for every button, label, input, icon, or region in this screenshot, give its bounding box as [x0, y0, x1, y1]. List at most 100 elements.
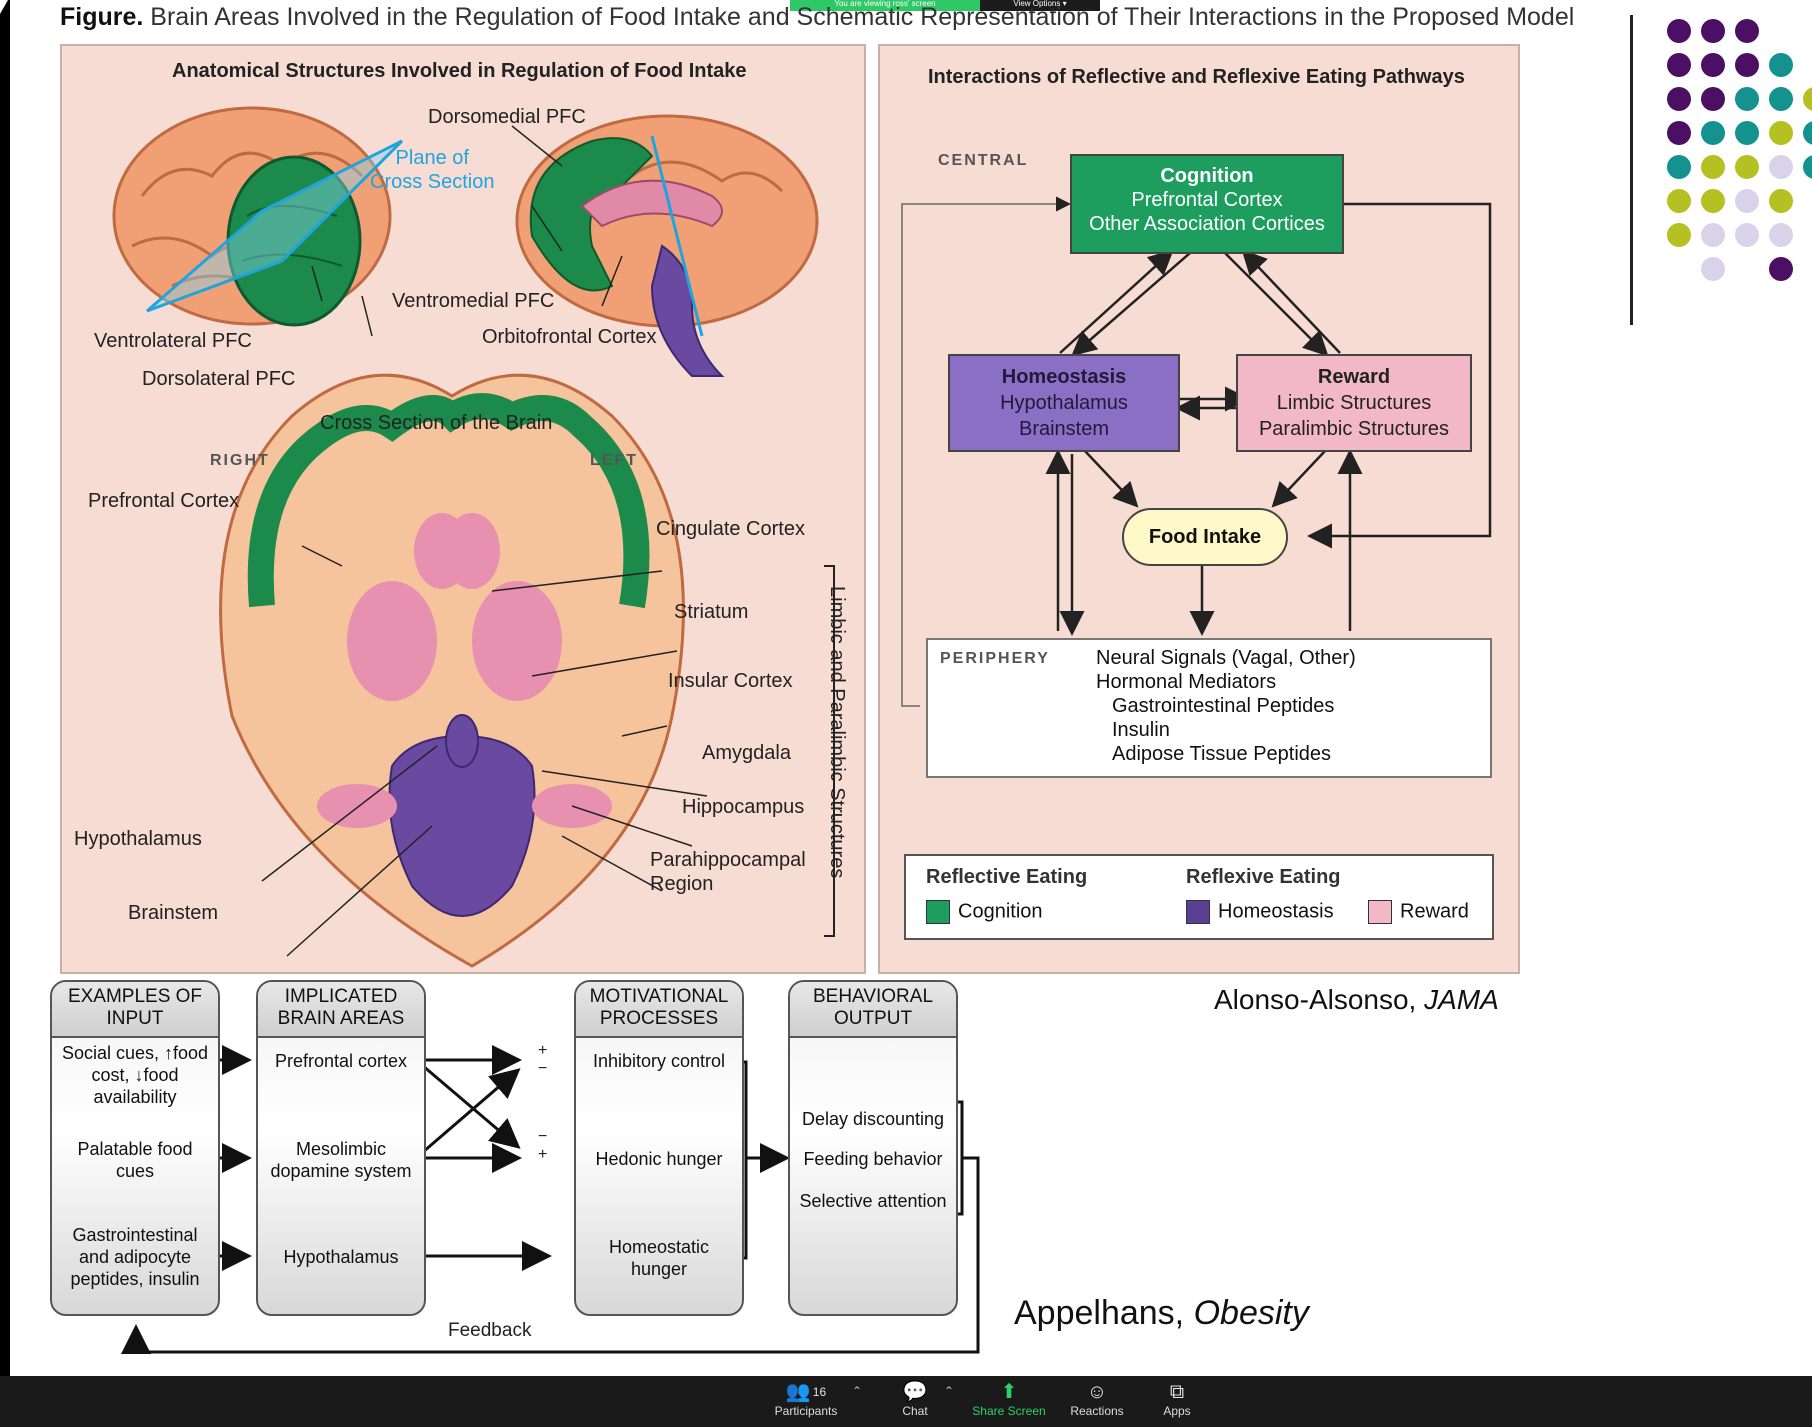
decor-dot	[1701, 189, 1725, 213]
sign-plus-1: +	[538, 1042, 548, 1059]
sign-plus-2: +	[538, 1146, 548, 1163]
decor-dot	[1769, 223, 1793, 247]
flow-header-input: EXAMPLES OF INPUT	[52, 982, 218, 1038]
flow-cell: Hypothalamus	[283, 1247, 399, 1267]
homeostasis-swatch	[1186, 900, 1210, 924]
mouse-cursor	[0, 0, 8, 14]
decor-dot	[1667, 53, 1691, 77]
decor-dot	[1769, 121, 1793, 145]
decor-dot	[1803, 87, 1812, 111]
chat-button[interactable]: 💬 Chat	[890, 1380, 940, 1418]
decor-dot	[1667, 19, 1691, 43]
flow-cell: Gastrointestinal and adipocyte peptides,…	[70, 1225, 200, 1289]
reward-box: Reward Limbic Structures Paralimbic Stru…	[1236, 354, 1472, 452]
participants-count: 16	[812, 1385, 827, 1399]
label-parahippocampal-region: Parahippocampal Region	[650, 849, 806, 895]
cognition-box: Cognition Prefrontal Cortex Other Associ…	[1070, 154, 1344, 254]
reactions-button[interactable]: ☺ Reactions	[1066, 1380, 1128, 1418]
screen-share-banner: You are viewing ross' screen View Option…	[790, 0, 1100, 11]
anatomy-panel-title: Anatomical Structures Involved in Regula…	[172, 60, 747, 82]
flow-cell: Mesolimbic dopamine system	[270, 1139, 412, 1181]
apps-button[interactable]: ⧉ Apps	[1152, 1380, 1202, 1418]
pathways-panel-title: Interactions of Reflective and Reflexive…	[928, 66, 1465, 88]
label-plane-of-cross-section: Plane of Cross Section	[370, 147, 495, 193]
flow-column-input: EXAMPLES OF INPUT Social cues, ↑food cos…	[50, 980, 220, 1316]
flow-column-behavioral: BEHAVIORAL OUTPUT Delay discounting Feed…	[788, 980, 958, 1316]
label-brainstem: Brainstem	[128, 902, 219, 924]
pathway-arrows	[901, 196, 1492, 707]
decor-dot	[1667, 87, 1691, 111]
decor-dot	[1701, 223, 1725, 247]
coronal-section-image	[219, 373, 685, 968]
viewing-indicator: You are viewing ross' screen	[790, 0, 980, 11]
participants-chevron-up-icon[interactable]: ⌃	[852, 1384, 863, 1398]
pathways-panel: Interactions of Reflective and Reflexive…	[878, 44, 1520, 974]
decor-dot	[1769, 257, 1793, 281]
citation-obesity: Appelhans, Obesity	[1014, 1294, 1309, 1332]
pathway-legend: Reflective Eating Reflexive Eating Cogni…	[904, 854, 1494, 940]
legend-reflexive-title: Reflexive Eating	[1186, 866, 1341, 888]
decor-dot	[1667, 189, 1691, 213]
label-hypothalamus: Hypothalamus	[74, 828, 202, 850]
legend-reflective-title: Reflective Eating	[926, 866, 1088, 888]
participants-button[interactable]: 👥 16 Participants	[770, 1380, 842, 1418]
meeting-toolbar: 👥 16 Participants ⌃ 💬 Chat ⌃ ⬆ Share Scre…	[0, 1376, 1812, 1427]
decor-dot	[1735, 223, 1759, 247]
decor-dot	[1735, 189, 1759, 213]
decor-dot	[1701, 87, 1725, 111]
citation-jama: Alonso-Alsonso, JAMA	[1214, 984, 1499, 1015]
flow-cell: Homeostatic hunger	[608, 1237, 710, 1279]
flow-header-behavioral: BEHAVIORAL OUTPUT	[790, 982, 956, 1038]
label-dorsomedial-pfc: Dorsomedial PFC	[428, 106, 586, 128]
share-screen-button[interactable]: ⬆ Share Screen	[966, 1380, 1052, 1418]
chat-icon: 💬	[902, 1381, 928, 1403]
flow-column-brain-areas: IMPLICATED BRAIN AREAS Prefrontal cortex…	[256, 980, 426, 1316]
periphery-signals: Neural Signals (Vagal, Other) Hormonal M…	[1096, 647, 1356, 765]
cognition-swatch	[926, 900, 950, 924]
label-central: CENTRAL	[938, 152, 1029, 169]
label-periphery: PERIPHERY	[940, 650, 1050, 667]
sign-minus-1: −	[538, 1060, 548, 1077]
label-hippocampus: Hippocampus	[682, 796, 805, 818]
decor-dot	[1769, 189, 1793, 213]
figure-title: Figure. Brain Areas Involved in the Regu…	[60, 3, 1574, 32]
flow-cell: Feeding behavior	[803, 1149, 943, 1169]
legend-cognition: Cognition	[926, 900, 1043, 924]
label-right: RIGHT	[210, 452, 270, 469]
decor-dot	[1701, 19, 1725, 43]
decor-dot	[1667, 223, 1691, 247]
participants-icon: 👥 16	[785, 1381, 827, 1403]
share-screen-icon: ⬆	[1000, 1381, 1018, 1403]
view-options-button[interactable]: View Options ▾	[980, 0, 1100, 11]
lateral-brain-image	[112, 106, 404, 327]
flow-column-motivational: MOTIVATIONAL PROCESSES Inhibitory contro…	[574, 980, 744, 1316]
decor-dot	[1735, 87, 1759, 111]
flow-cell: Palatable food cues	[77, 1139, 193, 1181]
label-amygdala: Amygdala	[702, 742, 791, 764]
flow-cell: Selective attention	[799, 1191, 947, 1211]
cross-section-title: Cross Section of the Brain	[320, 412, 553, 434]
decor-dot	[1735, 19, 1759, 43]
sagittal-brain-image	[515, 114, 819, 377]
food-intake-box: Food Intake	[1122, 508, 1288, 566]
decor-divider	[1630, 15, 1633, 325]
chat-chevron-up-icon[interactable]: ⌃	[944, 1384, 955, 1398]
decor-dot	[1769, 53, 1793, 77]
label-striatum: Striatum	[674, 601, 749, 623]
decor-dot	[1701, 53, 1725, 77]
legend-reward: Reward	[1368, 900, 1469, 924]
label-ventromedial-pfc: Ventromedial PFC	[392, 290, 555, 312]
decor-dot	[1769, 155, 1793, 179]
label-insular-cortex: Insular Cortex	[668, 670, 793, 692]
label-dorsolateral-pfc: Dorsolateral PFC	[142, 368, 296, 390]
legend-homeostasis: Homeostasis	[1186, 900, 1334, 924]
label-limbic-paralimbic: Limbic and Paralimbic Structures	[826, 586, 848, 879]
flow-cell: Prefrontal cortex	[274, 1051, 408, 1071]
brain-illustrations	[112, 106, 835, 968]
apps-icon: ⧉	[1169, 1381, 1185, 1403]
decor-dot	[1701, 121, 1725, 145]
screen-edge	[0, 0, 10, 1376]
decor-dot	[1667, 121, 1691, 145]
flow-cell: Inhibitory control	[592, 1051, 726, 1071]
decor-dot	[1803, 121, 1812, 145]
